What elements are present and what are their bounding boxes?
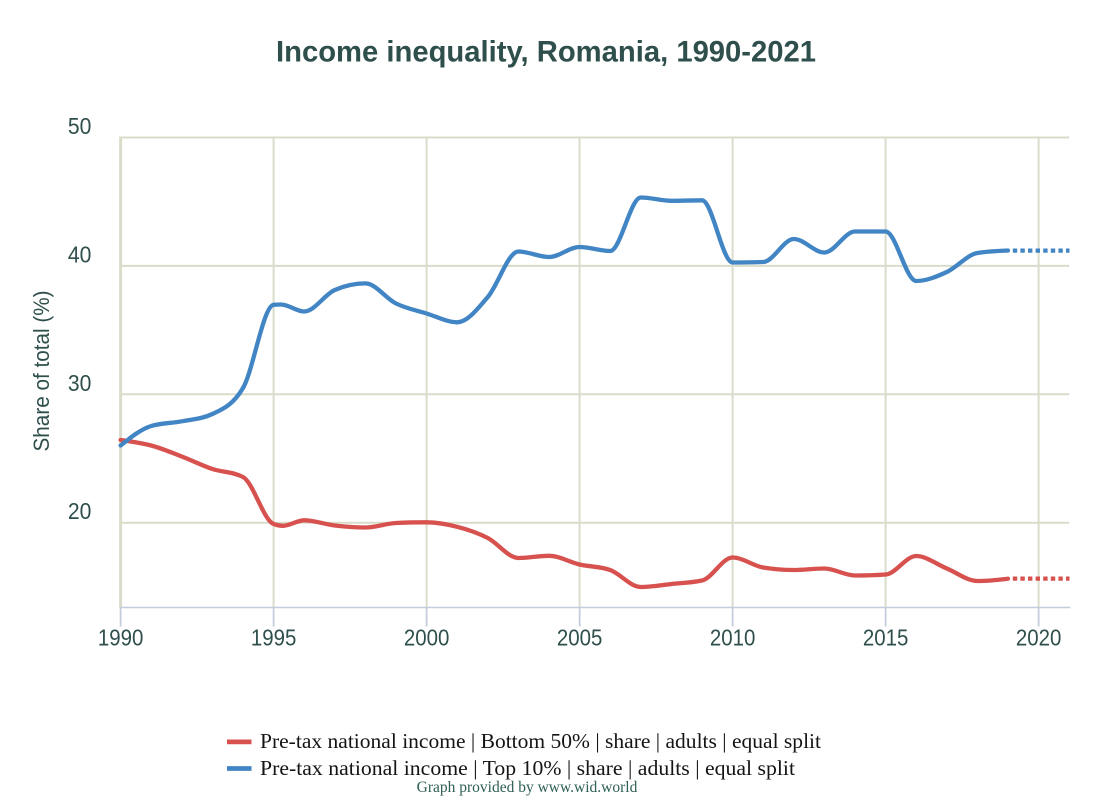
svg-text:2000: 2000 [404, 624, 450, 650]
svg-text:2010: 2010 [710, 624, 756, 650]
svg-text:Pre-tax national income | Top: Pre-tax national income | Top 10% | shar… [260, 756, 795, 780]
svg-text:Share of total (%): Share of total (%) [29, 291, 54, 452]
svg-text:Graph provided by www.wid.worl: Graph provided by www.wid.world [417, 779, 638, 796]
svg-text:1990: 1990 [98, 624, 144, 650]
svg-text:2015: 2015 [863, 624, 909, 650]
svg-text:2020: 2020 [1016, 624, 1062, 650]
svg-text:40: 40 [68, 241, 92, 267]
svg-text:20: 20 [68, 498, 92, 524]
svg-text:30: 30 [68, 370, 92, 396]
svg-text:50: 50 [68, 113, 92, 139]
svg-text:1995: 1995 [251, 624, 297, 650]
svg-text:Income inequality, Romania, 19: Income inequality, Romania, 1990-2021 [276, 36, 816, 69]
svg-text:2005: 2005 [557, 624, 603, 650]
svg-text:Pre-tax national income | Bott: Pre-tax national income | Bottom 50% | s… [260, 729, 821, 753]
